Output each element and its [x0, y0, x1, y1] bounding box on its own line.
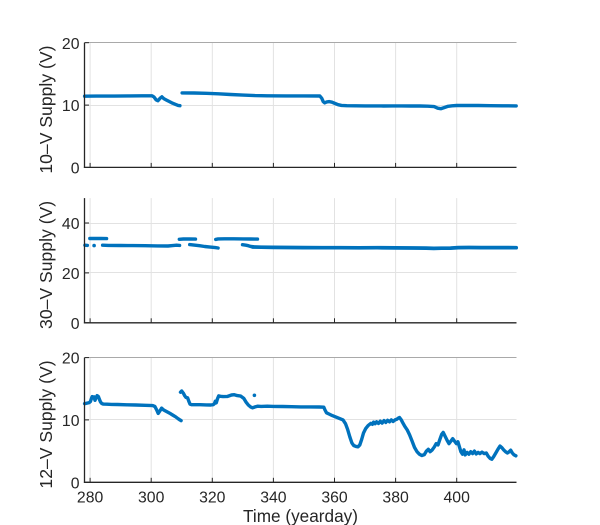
svg-text:40: 40 — [62, 216, 80, 233]
svg-text:20: 20 — [62, 36, 80, 53]
svg-text:380: 380 — [382, 490, 409, 507]
svg-text:10: 10 — [62, 98, 80, 115]
svg-text:10: 10 — [62, 413, 80, 430]
svg-text:30–V Supply (V): 30–V Supply (V) — [36, 201, 56, 329]
svg-text:400: 400 — [444, 490, 471, 507]
svg-text:300: 300 — [138, 490, 165, 507]
svg-text:10–V Supply (V): 10–V Supply (V) — [36, 46, 56, 174]
svg-text:20: 20 — [62, 351, 80, 368]
svg-text:0: 0 — [71, 161, 80, 178]
svg-text:20: 20 — [62, 266, 80, 283]
svg-text:280: 280 — [77, 490, 104, 507]
svg-text:320: 320 — [199, 490, 226, 507]
svg-text:0: 0 — [71, 475, 80, 492]
svg-text:12–V Supply (V): 12–V Supply (V) — [36, 360, 56, 488]
svg-text:0: 0 — [71, 316, 80, 333]
svg-text:Time (yearday): Time (yearday) — [243, 506, 358, 525]
svg-text:340: 340 — [260, 490, 287, 507]
svg-text:360: 360 — [321, 490, 348, 507]
